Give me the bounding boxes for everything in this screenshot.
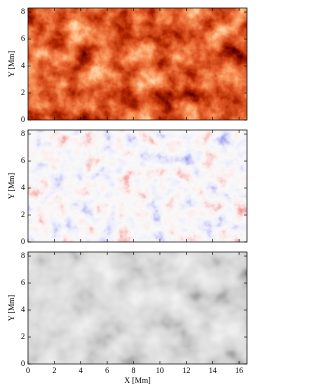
plot-frame	[27, 7, 248, 121]
x-tick-label: 16	[235, 366, 243, 375]
x-tick-label: 14	[209, 366, 217, 375]
y-tick-label: 8	[21, 251, 25, 260]
y-tick-label: 2	[21, 332, 25, 341]
heatmap-image	[28, 8, 247, 120]
heatmap-image	[28, 252, 247, 364]
x-tick-label: 4	[79, 366, 83, 375]
y-tick-label: 2	[21, 210, 25, 219]
y-tick-label: 6	[21, 34, 25, 43]
x-tick-label: 6	[105, 366, 109, 375]
y-axis-label: Y [Mm]	[7, 295, 16, 321]
y-tick-label: 8	[21, 129, 25, 138]
y-tick-label: 6	[21, 156, 25, 165]
x-tick-label: 12	[182, 366, 190, 375]
y-tick-label: 8	[21, 7, 25, 16]
x-tick-label: 10	[156, 366, 164, 375]
y-tick-label: 0	[21, 237, 25, 246]
y-tick-label: 4	[21, 61, 25, 70]
y-tick-label: 6	[21, 278, 25, 287]
y-tick-label: 0	[21, 359, 25, 368]
y-axis-label: Y [Mm]	[7, 173, 16, 199]
x-axis-label: X [Mm]	[124, 376, 151, 385]
plot-frame	[27, 251, 248, 365]
y-tick-label: 4	[21, 305, 25, 314]
plot-frame	[27, 129, 248, 243]
y-tick-label: 0	[21, 115, 25, 124]
x-tick-label: 8	[132, 366, 136, 375]
heatmap-image	[28, 130, 247, 242]
x-tick-label: 0	[26, 366, 30, 375]
y-axis-label: Y [Mm]	[7, 51, 16, 77]
y-tick-label: 2	[21, 88, 25, 97]
figure: 0 2 4 6 8 Y [Mm] 0 2 4 6 8 Y [Mm] 0 2 4 6 8 0 2 4 6 8 10 12 14 16…	[7, 7, 248, 385]
y-tick-label: 4	[21, 183, 25, 192]
x-tick-label: 2	[52, 366, 56, 375]
